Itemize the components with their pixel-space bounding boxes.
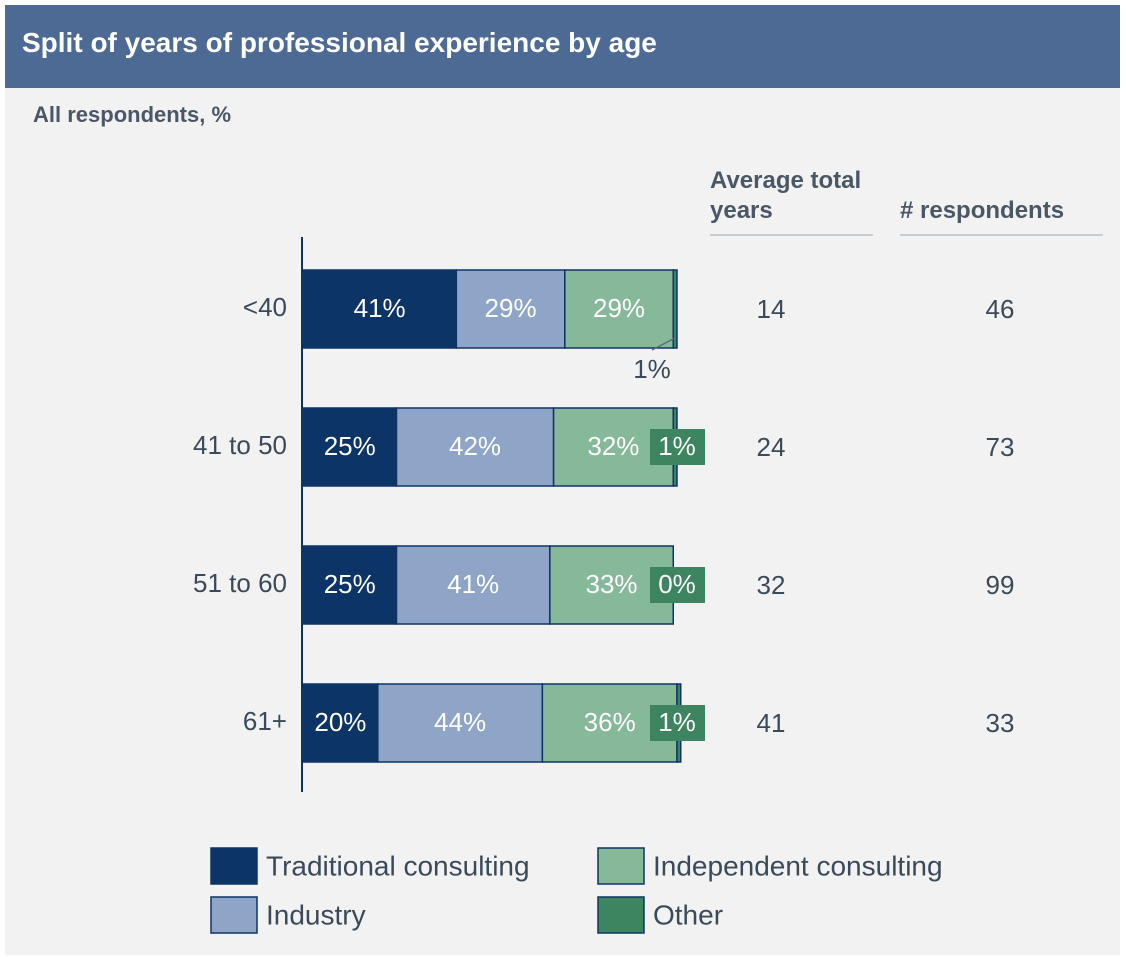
side-value: 41	[757, 708, 786, 738]
chart-title: Split of years of professional experienc…	[22, 27, 657, 58]
bar-segment	[377, 683, 544, 763]
legend-label: Traditional consulting	[266, 850, 530, 881]
data-label: 29%	[485, 293, 537, 323]
side-value: 14	[757, 294, 786, 324]
data-label: 0%	[658, 569, 696, 599]
legend-label: Independent consulting	[653, 850, 943, 881]
legend-swatch	[597, 896, 645, 934]
data-label-box	[650, 429, 705, 465]
data-label: 42%	[449, 431, 501, 461]
data-label: 41%	[447, 569, 499, 599]
bar-segment	[455, 269, 566, 349]
data-label: 32%	[587, 431, 639, 461]
data-label: 1%	[658, 431, 696, 461]
data-label: 20%	[314, 707, 366, 737]
category-label: <40	[243, 292, 287, 322]
data-label: 1%	[658, 707, 696, 737]
column-header: Average total years	[710, 166, 873, 236]
title-bar	[5, 5, 1120, 88]
side-value: 24	[757, 432, 786, 462]
data-label: 44%	[434, 707, 486, 737]
data-label-box	[650, 567, 705, 603]
category-label: 41 to 50	[193, 430, 287, 460]
data-label: 33%	[586, 569, 638, 599]
legend-swatch	[210, 847, 258, 885]
side-value: 99	[986, 570, 1015, 600]
legend-swatch	[210, 896, 258, 934]
chart-subtitle: All respondents, %	[33, 102, 232, 127]
bar-segment	[672, 269, 678, 349]
legend-label: Other	[653, 899, 723, 930]
leader-line	[651, 337, 676, 351]
data-label: 25%	[324, 431, 376, 461]
bar-segment	[395, 407, 555, 487]
data-label: 36%	[584, 707, 636, 737]
column-header: # respondents	[900, 196, 1103, 236]
legend-label: Industry	[266, 899, 366, 930]
category-label: 51 to 60	[193, 568, 287, 598]
side-value: 32	[757, 570, 786, 600]
data-label: 1%	[633, 354, 671, 384]
data-label: 29%	[593, 293, 645, 323]
side-value: 73	[986, 432, 1015, 462]
bar-segment	[302, 545, 398, 625]
category-label: 61+	[243, 706, 287, 736]
data-label: 41%	[354, 293, 406, 323]
legend-swatch	[597, 847, 645, 885]
bar-segment	[564, 269, 675, 349]
data-label-box	[650, 705, 705, 741]
data-label: 25%	[324, 569, 376, 599]
side-value: 33	[986, 708, 1015, 738]
side-value: 46	[986, 294, 1015, 324]
bar-segment	[302, 269, 458, 349]
bar-segment	[395, 545, 551, 625]
